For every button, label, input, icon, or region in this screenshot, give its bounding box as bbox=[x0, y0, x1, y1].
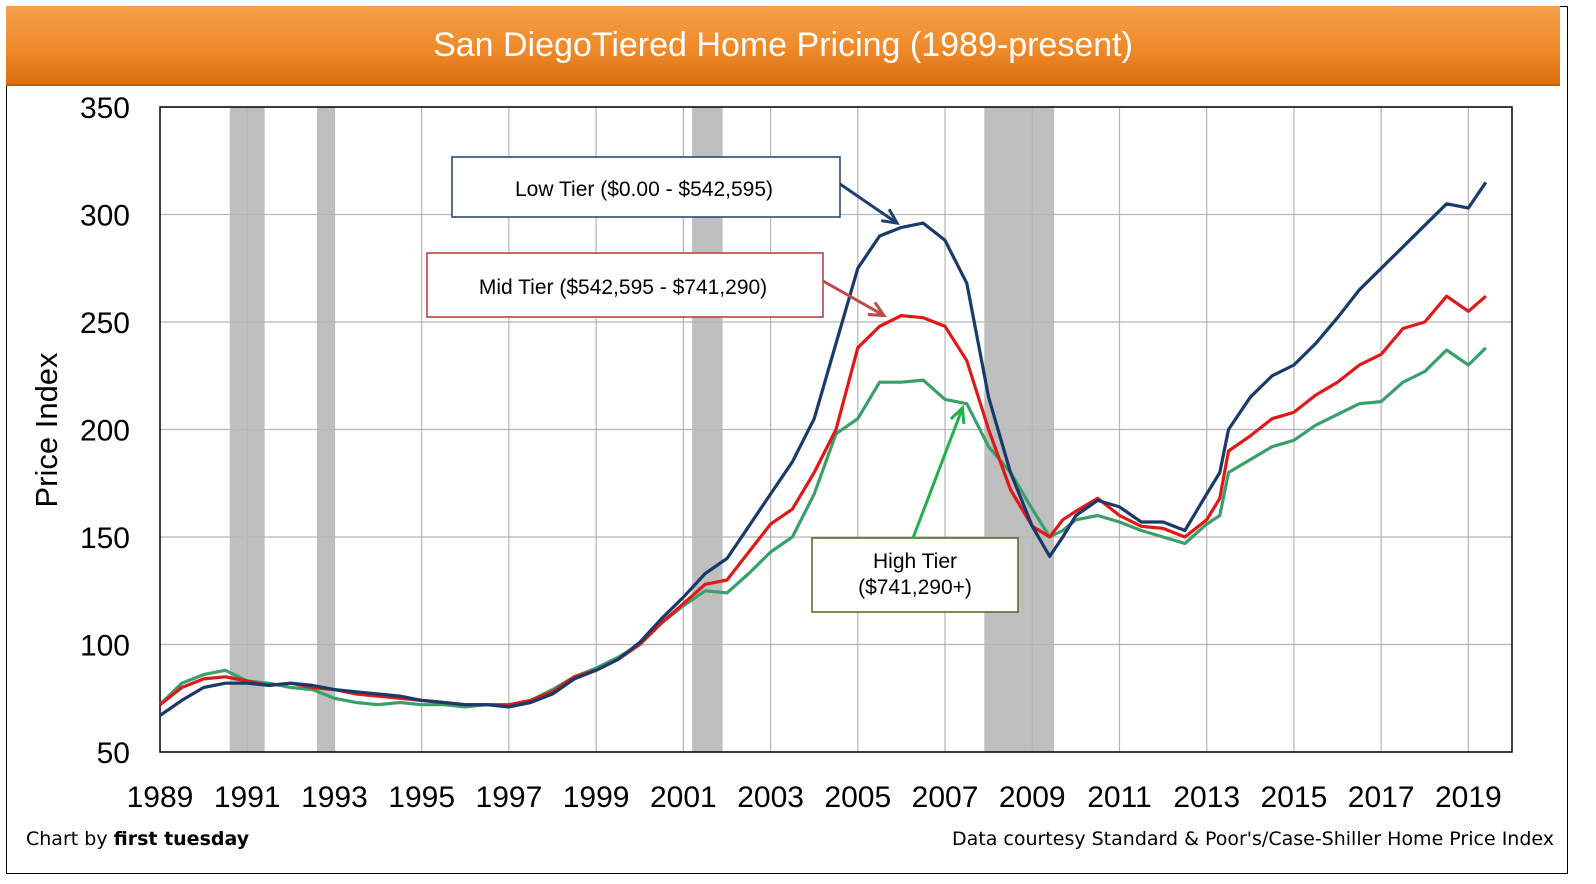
x-tick-label: 1991 bbox=[214, 781, 281, 814]
series-line bbox=[159, 181, 1488, 717]
x-tick-label: 2017 bbox=[1348, 781, 1415, 814]
x-tick-label: 2019 bbox=[1435, 781, 1502, 814]
annotation-arrowhead bbox=[949, 404, 966, 425]
series-line bbox=[158, 346, 1487, 709]
x-tick-label: 2001 bbox=[650, 781, 717, 814]
x-tick-label: 1995 bbox=[388, 781, 455, 814]
series-lines bbox=[158, 181, 1488, 717]
annotation-arrow bbox=[822, 279, 885, 317]
series-line bbox=[159, 294, 1487, 707]
y-tick-label: 200 bbox=[80, 415, 130, 448]
chart-title: San DiegoTiered Home Pricing (1989-prese… bbox=[433, 25, 1133, 64]
y-axis-tick-labels: 50 100 150 200 250 300 350 bbox=[80, 92, 130, 770]
x-tick-label: 1997 bbox=[476, 781, 543, 814]
y-tick-label: 300 bbox=[80, 200, 130, 233]
y-axis-label: Price Index bbox=[29, 352, 64, 508]
x-tick-label: 2011 bbox=[1087, 781, 1152, 814]
annotation-arrowhead bbox=[867, 301, 887, 318]
annotation-label-line: High Tier bbox=[873, 550, 957, 573]
x-tick-label: 2013 bbox=[1173, 781, 1240, 814]
y-tick-label: 350 bbox=[80, 92, 130, 125]
data-source-note: Data courtesy Standard & Poor's/Case-Shi… bbox=[951, 828, 1554, 850]
annotation-box bbox=[426, 252, 824, 318]
x-tick-label: 1999 bbox=[563, 781, 630, 814]
credit-prefix: Chart by bbox=[26, 828, 114, 850]
x-tick-label: 2009 bbox=[999, 781, 1066, 814]
chart-frame bbox=[6, 6, 1568, 874]
y-tick-label: 150 bbox=[80, 522, 130, 555]
credit-brand: first tuesday bbox=[113, 828, 250, 850]
y-tick-label: 250 bbox=[80, 307, 130, 340]
annotation-arrow bbox=[839, 182, 898, 225]
x-tick-label: 2007 bbox=[912, 781, 979, 814]
x-axis-tick-labels: 1989 1991 1993 1995 1997 1999 2001 2003 2005 2007… bbox=[127, 781, 1502, 814]
annotation-callout: Low Tier ($0.00 - $542,595) bbox=[451, 156, 900, 226]
x-tick-label: 2005 bbox=[824, 781, 891, 814]
y-tick-label: 100 bbox=[80, 630, 130, 663]
annotation-callout: Mid Tier ($542,595 - $741,290) bbox=[426, 252, 887, 318]
x-tick-label: 1989 bbox=[127, 781, 194, 814]
x-tick-label: 2015 bbox=[1261, 781, 1328, 814]
y-tick-label: 50 bbox=[97, 737, 130, 770]
x-tick-label: 2003 bbox=[737, 781, 804, 814]
annotation-label-line: ($741,290+) bbox=[858, 576, 972, 599]
plot-area bbox=[159, 106, 1513, 753]
x-tick-label: 1993 bbox=[301, 781, 368, 814]
annotation-arrow bbox=[911, 407, 964, 539]
annotation-arrowhead bbox=[881, 208, 900, 226]
annotation-label: Mid Tier ($542,595 - $741,290) bbox=[479, 276, 767, 299]
annotation-callout: High Tier ($741,290+) bbox=[811, 404, 1019, 613]
annotation-box bbox=[811, 537, 1019, 613]
annotations: Low Tier ($0.00 - $542,595) Mid Tier ($54… bbox=[426, 156, 1019, 613]
chart-credit: Chart by first tuesday bbox=[26, 828, 249, 850]
annotation-box bbox=[451, 156, 841, 218]
title-banner: San DiegoTiered Home Pricing (1989-prese… bbox=[6, 6, 1560, 86]
annotation-label: Low Tier ($0.00 - $542,595) bbox=[515, 178, 773, 201]
